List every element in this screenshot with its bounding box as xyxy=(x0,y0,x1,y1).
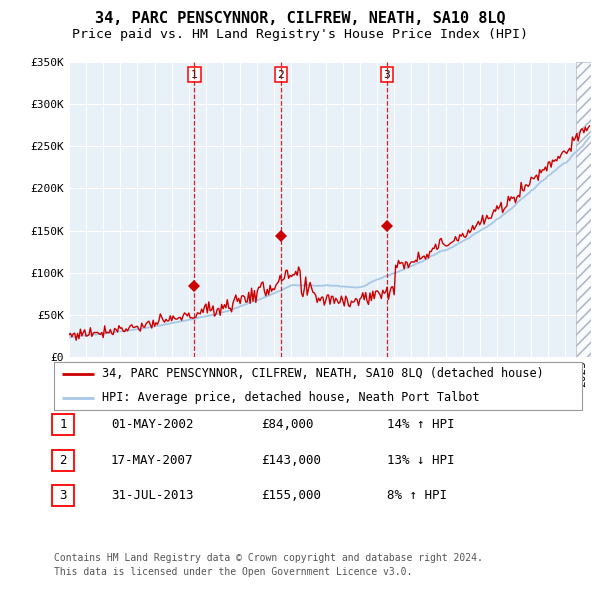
FancyBboxPatch shape xyxy=(52,414,74,435)
Text: 3: 3 xyxy=(59,489,67,502)
Text: HPI: Average price, detached house, Neath Port Talbot: HPI: Average price, detached house, Neat… xyxy=(101,391,479,405)
Bar xyxy=(575,62,591,357)
Text: 8% ↑ HPI: 8% ↑ HPI xyxy=(387,489,447,502)
Text: 14% ↑ HPI: 14% ↑ HPI xyxy=(387,418,455,431)
Text: Price paid vs. HM Land Registry's House Price Index (HPI): Price paid vs. HM Land Registry's House … xyxy=(72,28,528,41)
FancyBboxPatch shape xyxy=(52,485,74,506)
Text: 31-JUL-2013: 31-JUL-2013 xyxy=(111,489,193,502)
Text: 17-MAY-2007: 17-MAY-2007 xyxy=(111,454,193,467)
Text: 2: 2 xyxy=(277,70,284,80)
Text: 3: 3 xyxy=(383,70,391,80)
Text: £143,000: £143,000 xyxy=(261,454,321,467)
Text: This data is licensed under the Open Government Licence v3.0.: This data is licensed under the Open Gov… xyxy=(54,568,412,577)
Text: 2: 2 xyxy=(59,454,67,467)
Text: £84,000: £84,000 xyxy=(261,418,314,431)
Text: 1: 1 xyxy=(59,418,67,431)
Text: 01-MAY-2002: 01-MAY-2002 xyxy=(111,418,193,431)
Text: Contains HM Land Registry data © Crown copyright and database right 2024.: Contains HM Land Registry data © Crown c… xyxy=(54,553,483,562)
Text: 34, PARC PENSCYNNOR, CILFREW, NEATH, SA10 8LQ: 34, PARC PENSCYNNOR, CILFREW, NEATH, SA1… xyxy=(95,11,505,27)
Bar xyxy=(575,62,591,357)
Text: 34, PARC PENSCYNNOR, CILFREW, NEATH, SA10 8LQ (detached house): 34, PARC PENSCYNNOR, CILFREW, NEATH, SA1… xyxy=(101,367,543,381)
FancyBboxPatch shape xyxy=(54,362,582,410)
Text: £155,000: £155,000 xyxy=(261,489,321,502)
FancyBboxPatch shape xyxy=(52,450,74,471)
Text: 13% ↓ HPI: 13% ↓ HPI xyxy=(387,454,455,467)
Text: 1: 1 xyxy=(191,70,198,80)
